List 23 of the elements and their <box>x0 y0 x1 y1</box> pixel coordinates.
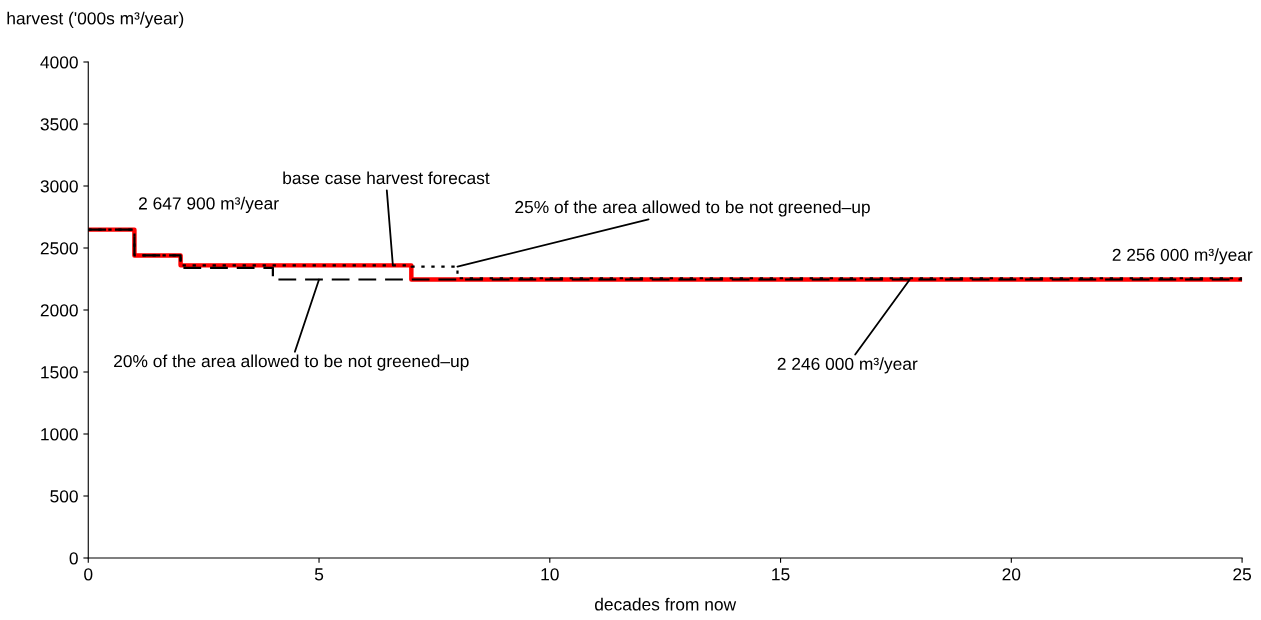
annotation: 25% of the area allowed to be not greened–up <box>515 200 870 217</box>
y-tick-label: 4000 <box>40 56 78 69</box>
y-tick-label: 3000 <box>40 180 78 193</box>
annotation: base case harvest forecast <box>283 171 490 185</box>
annotation: 2 246 000 m³/year <box>777 357 918 374</box>
annotation: 2 647 900 m³/year <box>139 196 279 213</box>
x-tick-label: 10 <box>541 568 559 581</box>
x-tick-label: 5 <box>314 568 324 581</box>
x-tick-label: 0 <box>84 568 93 581</box>
x-tick-label: 15 <box>772 568 790 581</box>
y-tick-label: 2000 <box>40 304 78 317</box>
y-axis-title: harvest ('000s m³/year) <box>7 11 184 28</box>
x-tick-label: 25 <box>1233 568 1252 581</box>
annotation: 20% of the area allowed to be not greened–up <box>114 354 469 371</box>
y-tick-label: 3500 <box>40 118 78 131</box>
annotation: 2 256 000 m³/year <box>1112 248 1253 265</box>
y-tick-label: 1500 <box>41 366 78 379</box>
x-tick-label: 20 <box>1002 568 1021 581</box>
y-tick-label: 1000 <box>41 428 78 441</box>
x-axis-title: decades from now <box>594 597 737 611</box>
y-tick-label: 2500 <box>40 242 78 255</box>
y-tick-label: 500 <box>50 490 78 503</box>
y-tick-label: 0 <box>69 552 78 565</box>
